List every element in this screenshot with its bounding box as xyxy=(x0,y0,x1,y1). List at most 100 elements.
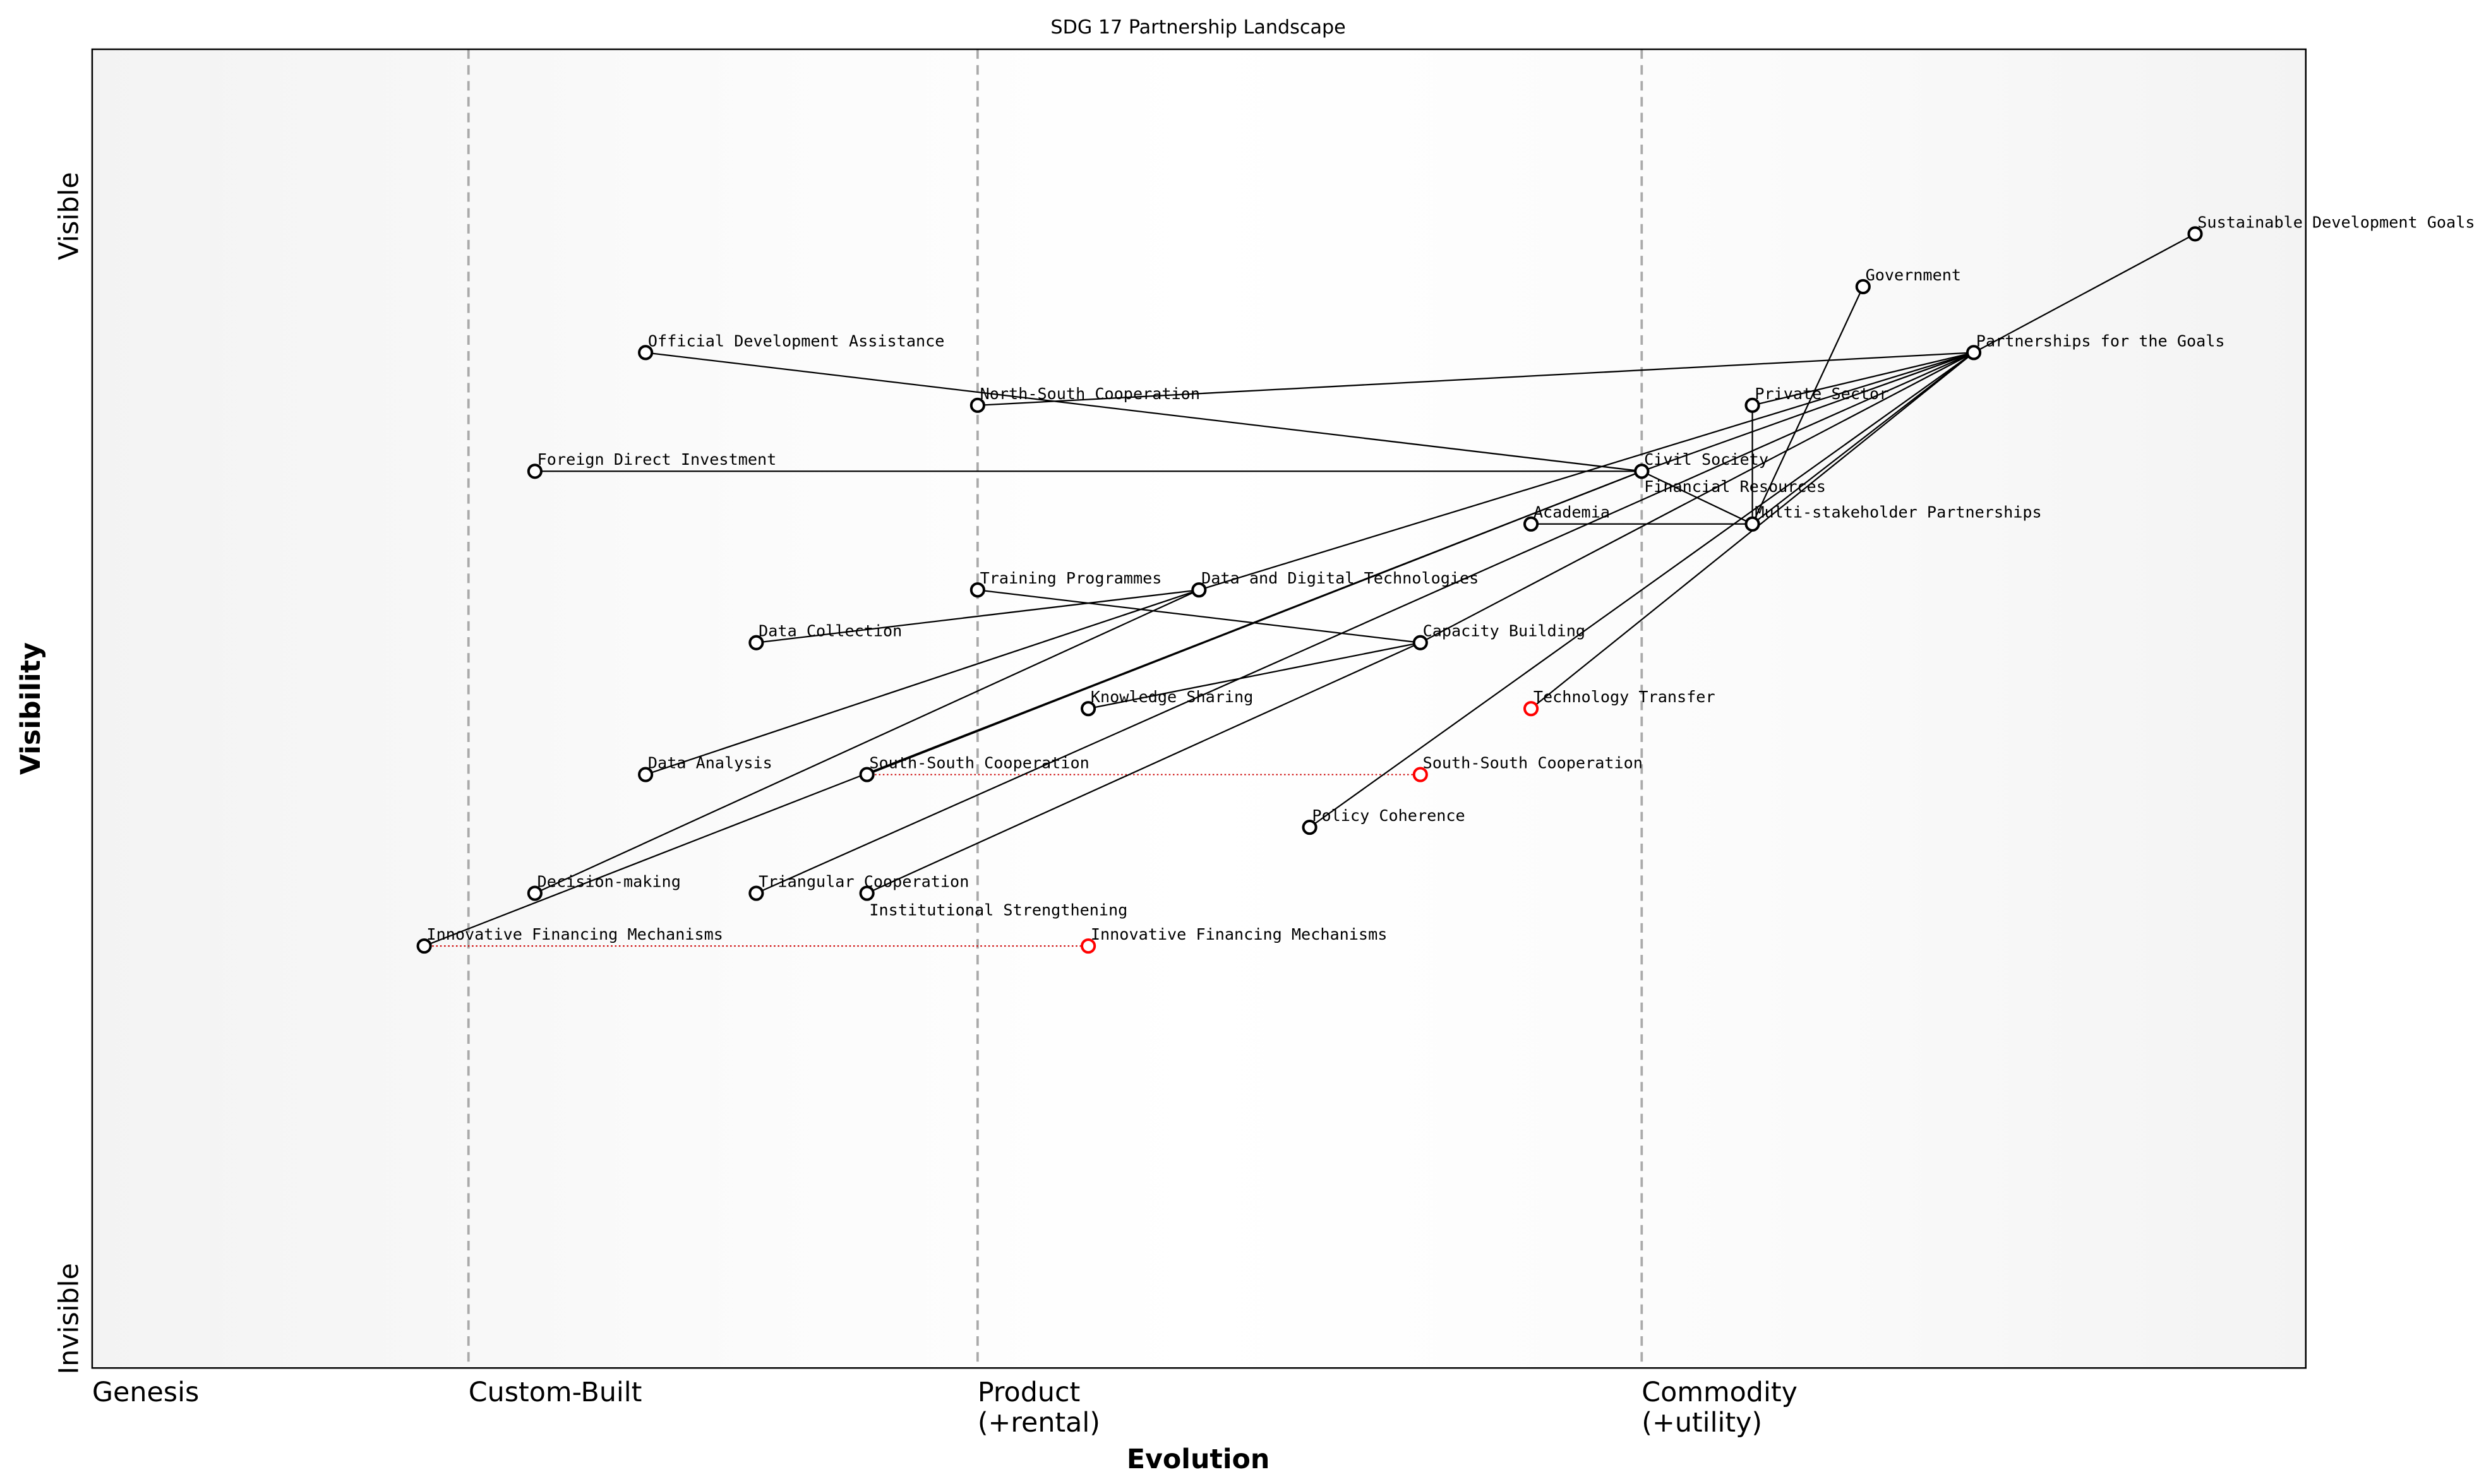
component-innovative-financing-mechanisms[interactable]: Innovative Financing Mechanisms xyxy=(416,925,723,954)
link-sustainable-development-goals-to-partnerships-for-the-goals xyxy=(1973,233,2196,354)
component-south-south-cooperation[interactable]: South-South Cooperation xyxy=(859,754,1089,782)
link-partnerships-for-the-goals-to-private-sector xyxy=(1752,352,1974,406)
component-node[interactable] xyxy=(969,397,985,413)
component-multi-stakeholder-partnerships[interactable]: Multi-stakeholder Partnerships xyxy=(1744,503,2042,532)
link-partnerships-for-the-goals-to-triangular-cooperation xyxy=(755,352,1974,894)
component-triangular-cooperation[interactable]: Triangular Cooperation xyxy=(748,872,969,901)
component-label: Partnerships for the Goals xyxy=(1976,332,2225,350)
component-official-development-assistance[interactable]: Official Development Assistance xyxy=(638,332,944,361)
component-label: Policy Coherence xyxy=(1312,806,1465,825)
component-label: Sustainable Development Goals xyxy=(2197,213,2475,231)
y-top-label: Visible xyxy=(53,172,85,260)
component-data-analysis[interactable]: Data Analysis xyxy=(638,754,772,782)
component-node[interactable] xyxy=(527,464,543,479)
component-node[interactable] xyxy=(527,885,543,901)
component-academia[interactable]: Academia xyxy=(1523,503,1610,532)
component-label: Training Programmes xyxy=(980,569,1162,587)
component-north-south-cooperation[interactable]: North-South Cooperation xyxy=(969,385,1200,413)
component-node[interactable] xyxy=(1855,278,1871,294)
component-foreign-direct-investment[interactable]: Foreign Direct Investment xyxy=(527,450,777,479)
link-partnerships-for-the-goals-to-north-south-cooperation xyxy=(977,352,1974,406)
component-label: Foreign Direct Investment xyxy=(537,450,777,469)
component-technology-transfer[interactable]: Technology Transfer xyxy=(1523,688,1715,717)
evolved-component-south-south-cooperation[interactable]: South-South Cooperation xyxy=(1412,754,1643,782)
plot-area xyxy=(92,49,2306,1368)
component-knowledge-sharing[interactable]: Knowledge Sharing xyxy=(1081,688,1253,717)
component-node[interactable] xyxy=(1744,516,1760,532)
stage-label-commodity: Commodity xyxy=(1642,1377,1798,1408)
component-sustainable-development-goals[interactable]: Sustainable Development Goals xyxy=(2187,213,2475,242)
component-label: Government xyxy=(1866,266,1961,284)
component-policy-coherence[interactable]: Policy Coherence xyxy=(1302,806,1465,835)
component-government[interactable]: Government xyxy=(1855,266,1961,294)
component-label: Academia xyxy=(1534,503,1610,522)
link-partnerships-for-the-goals-to-policy-coherence xyxy=(1309,352,1974,829)
y-axis-title: Visibility xyxy=(15,642,47,775)
stage-sublabel-commodity: (+utility) xyxy=(1642,1407,1762,1439)
component-label: Financial Resources xyxy=(1644,477,1826,496)
component-data-and-digital-technologies[interactable]: Data and Digital Technologies xyxy=(1191,569,1479,598)
component-node[interactable] xyxy=(859,767,875,782)
y-bottom-label: Invisible xyxy=(53,1263,85,1374)
link-institutional-strengthening-to-capacity-building xyxy=(867,642,1421,894)
component-node[interactable] xyxy=(969,582,985,598)
component-label: Data and Digital Technologies xyxy=(1201,569,1479,587)
link-official-development-assistance-to-financial-resources xyxy=(645,352,1642,472)
evolved-node[interactable] xyxy=(1081,938,1096,954)
link-training-programmes-to-capacity-building xyxy=(977,589,1420,643)
component-node[interactable] xyxy=(748,885,764,901)
component-label: Institutional Strengthening xyxy=(869,901,1127,919)
component-node[interactable] xyxy=(1966,345,1982,361)
link-innovative-financing-mechanisms-to-financial-resources xyxy=(424,470,1642,947)
component-label: South-South Cooperation xyxy=(869,754,1089,772)
stage-sublabel-product: (+rental) xyxy=(978,1407,1100,1439)
link-partnerships-for-the-goals-to-multi-stakeholder-partnerships xyxy=(1751,352,1974,525)
link-civil-society-to-multi-stakeholder-partnerships xyxy=(1641,470,1753,525)
component-node[interactable] xyxy=(1191,582,1207,598)
evolved-node[interactable] xyxy=(1412,767,1428,782)
link-data-collection-to-data-and-digital-technologies xyxy=(756,589,1199,643)
component-node[interactable] xyxy=(1744,397,1760,413)
component-node[interactable] xyxy=(1302,820,1318,835)
component-label: Innovative Financing Mechanisms xyxy=(426,925,723,943)
link-government-to-multi-stakeholder-partnerships xyxy=(1751,286,1864,525)
component-node[interactable] xyxy=(2187,226,2203,242)
component-label: Multi-stakeholder Partnerships xyxy=(1755,503,2041,522)
component-node[interactable] xyxy=(748,635,764,650)
component-label: North-South Cooperation xyxy=(980,385,1200,403)
component-node[interactable] xyxy=(1523,701,1539,717)
chart-title: SDG 17 Partnership Landscape xyxy=(1050,16,1345,39)
component-node[interactable] xyxy=(638,767,654,782)
component-label: Data Collection xyxy=(759,622,902,640)
component-node[interactable] xyxy=(1412,635,1428,650)
component-node[interactable] xyxy=(638,345,654,361)
component-data-collection[interactable]: Data Collection xyxy=(748,622,902,650)
component-partnerships-for-the-goals[interactable]: Partnerships for the Goals xyxy=(1966,332,2225,361)
stage-label-custom-built: Custom-Built xyxy=(469,1377,642,1408)
component-training-programmes[interactable]: Training Programmes xyxy=(969,569,1162,598)
component-label: Technology Transfer xyxy=(1534,688,1715,706)
x-axis-title: Evolution xyxy=(1127,1444,1270,1475)
component-node[interactable] xyxy=(1634,464,1650,479)
evolved-label: South-South Cooperation xyxy=(1423,754,1643,772)
component-financial-resources[interactable]: Financial Resources xyxy=(1634,464,1826,496)
component-label: Private Sector xyxy=(1755,385,1888,403)
component-capacity-building[interactable]: Capacity Building xyxy=(1412,622,1585,650)
component-node[interactable] xyxy=(859,885,875,901)
component-private-sector[interactable]: Private Sector xyxy=(1744,385,1888,413)
evolved-component-innovative-financing-mechanisms[interactable]: Innovative Financing Mechanisms xyxy=(1081,925,1388,954)
evolved-label: Innovative Financing Mechanisms xyxy=(1091,925,1388,943)
component-institutional-strengthening[interactable]: Institutional Strengthening xyxy=(859,885,1128,919)
component-decision-making[interactable]: Decision-making xyxy=(527,872,681,901)
component-node[interactable] xyxy=(1081,701,1096,717)
plot-frame xyxy=(91,48,2307,1369)
component-node[interactable] xyxy=(416,938,432,954)
link-decision-making-to-data-and-digital-technologies xyxy=(534,589,1199,894)
link-data-analysis-to-data-and-digital-technologies xyxy=(645,589,1199,775)
link-knowledge-sharing-to-capacity-building xyxy=(1088,642,1421,710)
stage-label-genesis: Genesis xyxy=(92,1377,199,1408)
component-node[interactable] xyxy=(1523,516,1539,532)
component-label: Civil Society xyxy=(1644,450,1768,469)
link-partnerships-for-the-goals-to-civil-society xyxy=(1641,352,1974,472)
